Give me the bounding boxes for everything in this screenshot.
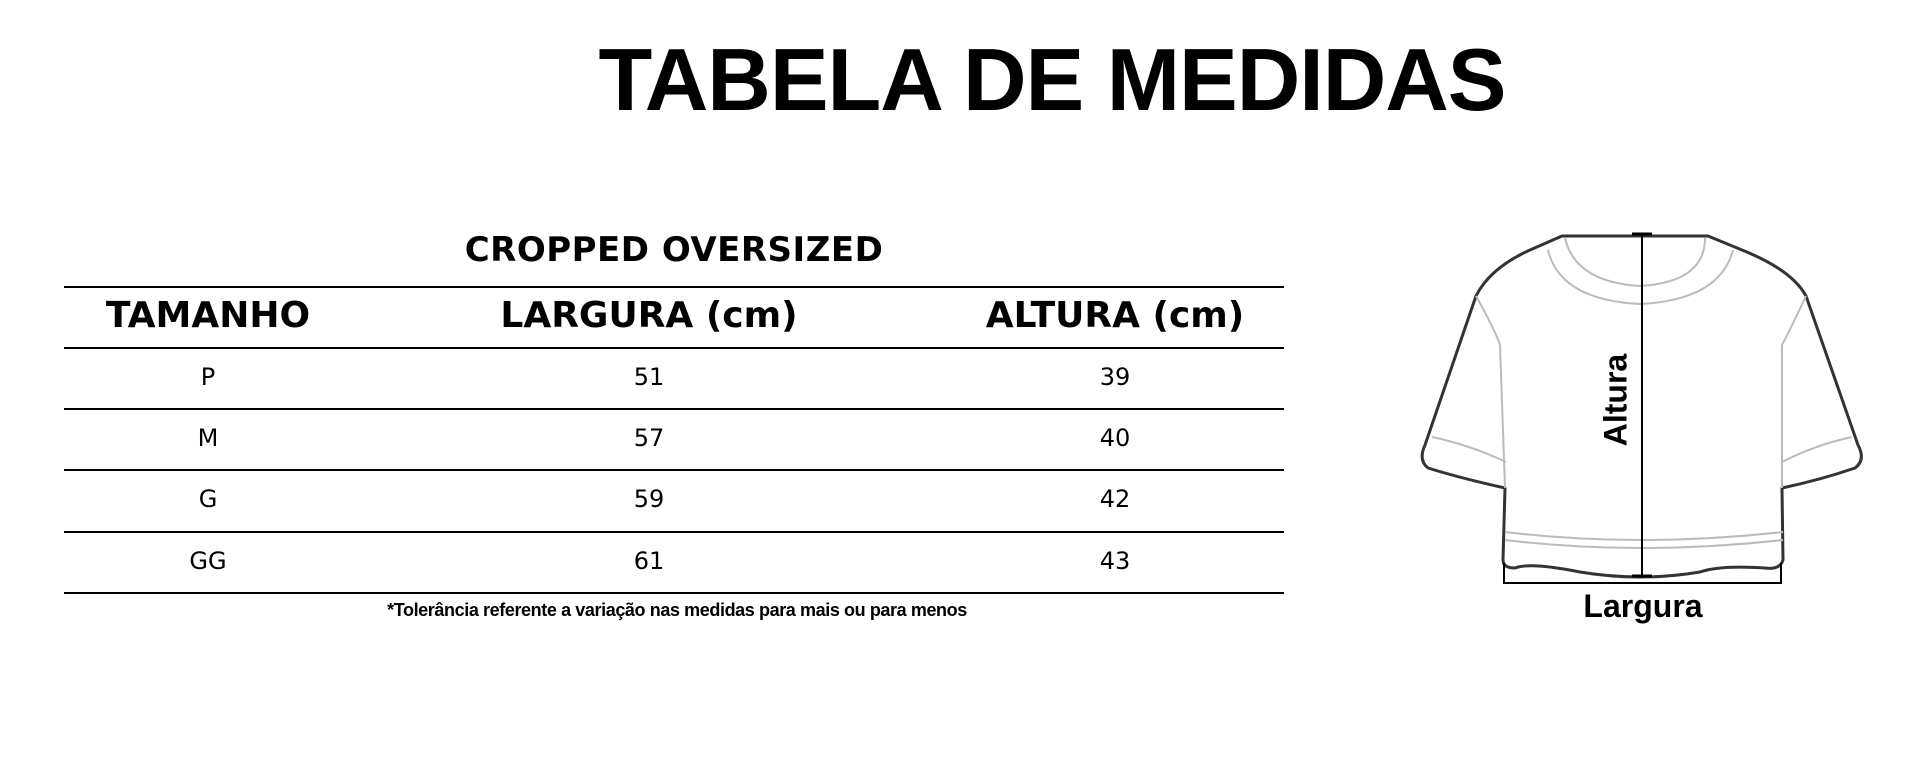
width-cell: 51 [633, 363, 665, 391]
width-cell: 61 [633, 547, 665, 575]
divider [64, 592, 1284, 594]
divider [64, 469, 1284, 471]
divider [64, 531, 1284, 533]
header-tamanho: TAMANHO [105, 295, 311, 336]
height-cell: 43 [1099, 547, 1131, 575]
size-cell: M [197, 424, 219, 452]
height-cell: 42 [1099, 485, 1131, 513]
size-cell: P [200, 363, 216, 391]
width-measure-bracket [1503, 563, 1782, 584]
width-cell: 57 [633, 424, 665, 452]
page-title: TABELA DE MEDIDAS [598, 30, 1507, 129]
divider [64, 408, 1284, 410]
height-cell: 40 [1099, 424, 1131, 452]
size-cell: G [198, 485, 218, 513]
height-cell: 39 [1099, 363, 1131, 391]
height-measure-line [1632, 232, 1652, 578]
divider [64, 347, 1284, 349]
header-largura: LARGURA (cm) [500, 295, 798, 336]
width-cell: 59 [633, 485, 665, 513]
height-label: Altura [1597, 353, 1634, 447]
table-subtitle: CROPPED OVERSIZED [464, 230, 884, 270]
tolerance-footnote: *Tolerância referente a variação nas med… [387, 600, 967, 620]
size-cell: GG [189, 547, 227, 575]
divider [64, 286, 1284, 288]
header-altura: ALTURA (cm) [985, 295, 1245, 336]
width-label: Largura [1583, 588, 1703, 624]
